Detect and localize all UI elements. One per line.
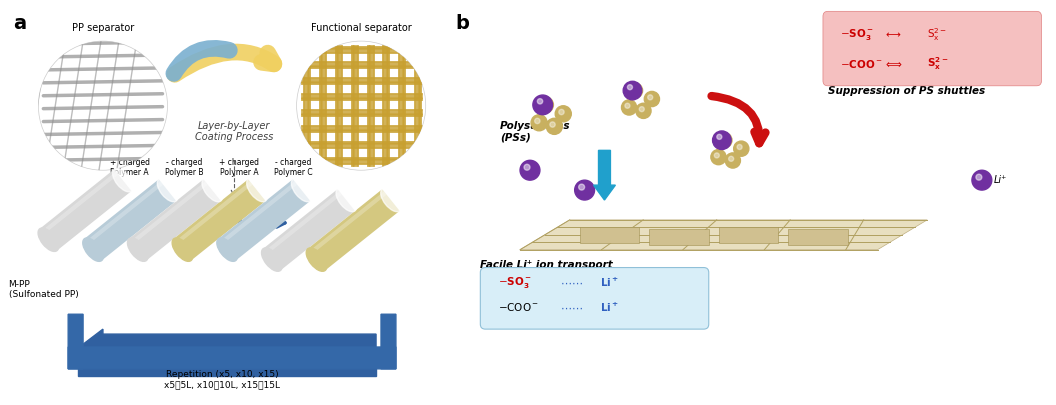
FancyBboxPatch shape [381,314,396,369]
Circle shape [737,145,742,149]
Polygon shape [175,181,252,244]
Text: M-PP
(Sulfonated PP): M-PP (Sulfonated PP) [8,280,78,299]
Text: $\Longleftrightarrow$: $\Longleftrightarrow$ [883,59,902,69]
Text: Layer-by-Layer
Coating Process: Layer-by-Layer Coating Process [195,121,274,142]
Polygon shape [131,181,208,244]
Circle shape [647,95,653,100]
Text: PP separator: PP separator [72,23,134,33]
Circle shape [534,118,540,124]
Circle shape [538,97,553,113]
FancyBboxPatch shape [823,11,1041,86]
Circle shape [622,100,637,115]
Circle shape [636,103,652,118]
Text: Facile Li⁺ ion transport: Facile Li⁺ ion transport [480,260,614,270]
Ellipse shape [291,178,312,202]
Circle shape [711,149,727,165]
Ellipse shape [216,238,238,261]
FancyArrow shape [78,329,376,367]
Text: - charged
Polymer B: - charged Polymer B [165,158,204,177]
Ellipse shape [381,188,401,212]
FancyArrowPatch shape [712,96,766,143]
Text: $-\mathregular{COO}^-$: $-\mathregular{COO}^-$ [498,301,540,313]
Text: $\mathregular{S_x^{2-}}$: $\mathregular{S_x^{2-}}$ [927,26,947,43]
Text: $\cdots\cdots$: $\cdots\cdots$ [560,277,583,288]
Circle shape [579,184,585,190]
Text: Li⁺: Li⁺ [994,175,1007,185]
Text: $-\mathregular{SO_3^-}$: $-\mathregular{SO_3^-}$ [498,275,532,290]
Text: $\mathregular{Li^+}$: $\mathregular{Li^+}$ [600,301,619,314]
Text: a: a [14,14,26,33]
Polygon shape [263,189,355,271]
Text: $-\mathbf{COO}^-$: $-\mathbf{COO}^-$ [840,58,883,70]
Circle shape [725,153,740,168]
Circle shape [524,164,530,170]
Text: $\longleftrightarrow$: $\longleftrightarrow$ [883,29,902,39]
Polygon shape [649,229,709,245]
FancyArrowPatch shape [174,48,229,73]
Text: - charged
Polymer C: - charged Polymer C [275,158,313,177]
Circle shape [644,92,660,107]
Ellipse shape [336,188,357,212]
Polygon shape [86,181,163,244]
Polygon shape [719,227,778,243]
Ellipse shape [113,168,133,192]
Text: + charged
Polymer A: + charged Polymer A [110,158,150,177]
Circle shape [520,160,540,180]
Polygon shape [220,181,297,244]
FancyBboxPatch shape [69,314,83,369]
Polygon shape [173,179,265,260]
Ellipse shape [82,238,103,261]
Circle shape [623,81,642,100]
Circle shape [555,106,571,122]
Text: Suppression of PS shuttles: Suppression of PS shuttles [828,86,985,96]
Ellipse shape [172,238,192,261]
Circle shape [546,118,563,134]
Ellipse shape [202,178,223,202]
Circle shape [714,153,719,158]
Ellipse shape [247,178,267,202]
Circle shape [559,109,564,115]
Circle shape [976,174,982,180]
Circle shape [734,141,749,156]
Text: $\cdots\cdots$: $\cdots\cdots$ [560,302,583,312]
Circle shape [713,131,731,149]
Text: $-\mathregular{SO_3^-}$: $-\mathregular{SO_3^-}$ [840,27,873,42]
Ellipse shape [306,248,326,271]
Polygon shape [84,179,176,260]
Circle shape [627,83,643,98]
Text: $\mathregular{Li^+}$: $\mathregular{Li^+}$ [600,276,619,289]
Text: + charged
Polymer A: + charged Polymer A [219,158,259,177]
Circle shape [533,95,552,115]
Polygon shape [40,169,132,251]
Circle shape [639,107,644,112]
FancyArrowPatch shape [174,52,274,74]
Circle shape [574,180,595,200]
Circle shape [625,103,630,108]
Ellipse shape [262,248,282,271]
Text: Repetition (x5, x10, x15)
x5：5L, x10：10L, x15：15L: Repetition (x5, x10, x15) x5：5L, x10：10L… [164,370,280,390]
Polygon shape [41,171,118,234]
Circle shape [717,132,732,148]
FancyArrow shape [593,150,616,200]
FancyBboxPatch shape [480,268,709,329]
Ellipse shape [157,178,177,202]
Circle shape [538,98,543,104]
Circle shape [630,86,636,92]
Polygon shape [129,179,221,260]
Circle shape [972,170,992,190]
Polygon shape [309,191,386,254]
Circle shape [38,41,168,170]
Ellipse shape [128,238,148,261]
Circle shape [550,122,555,127]
Text: b: b [455,14,469,33]
Circle shape [720,136,725,141]
Ellipse shape [38,228,58,252]
FancyArrow shape [78,348,376,376]
Polygon shape [265,191,342,254]
Text: Functional separator: Functional separator [310,23,412,33]
Circle shape [627,85,633,90]
Polygon shape [219,179,310,260]
Polygon shape [307,189,399,271]
Polygon shape [580,227,639,243]
Circle shape [541,100,546,106]
